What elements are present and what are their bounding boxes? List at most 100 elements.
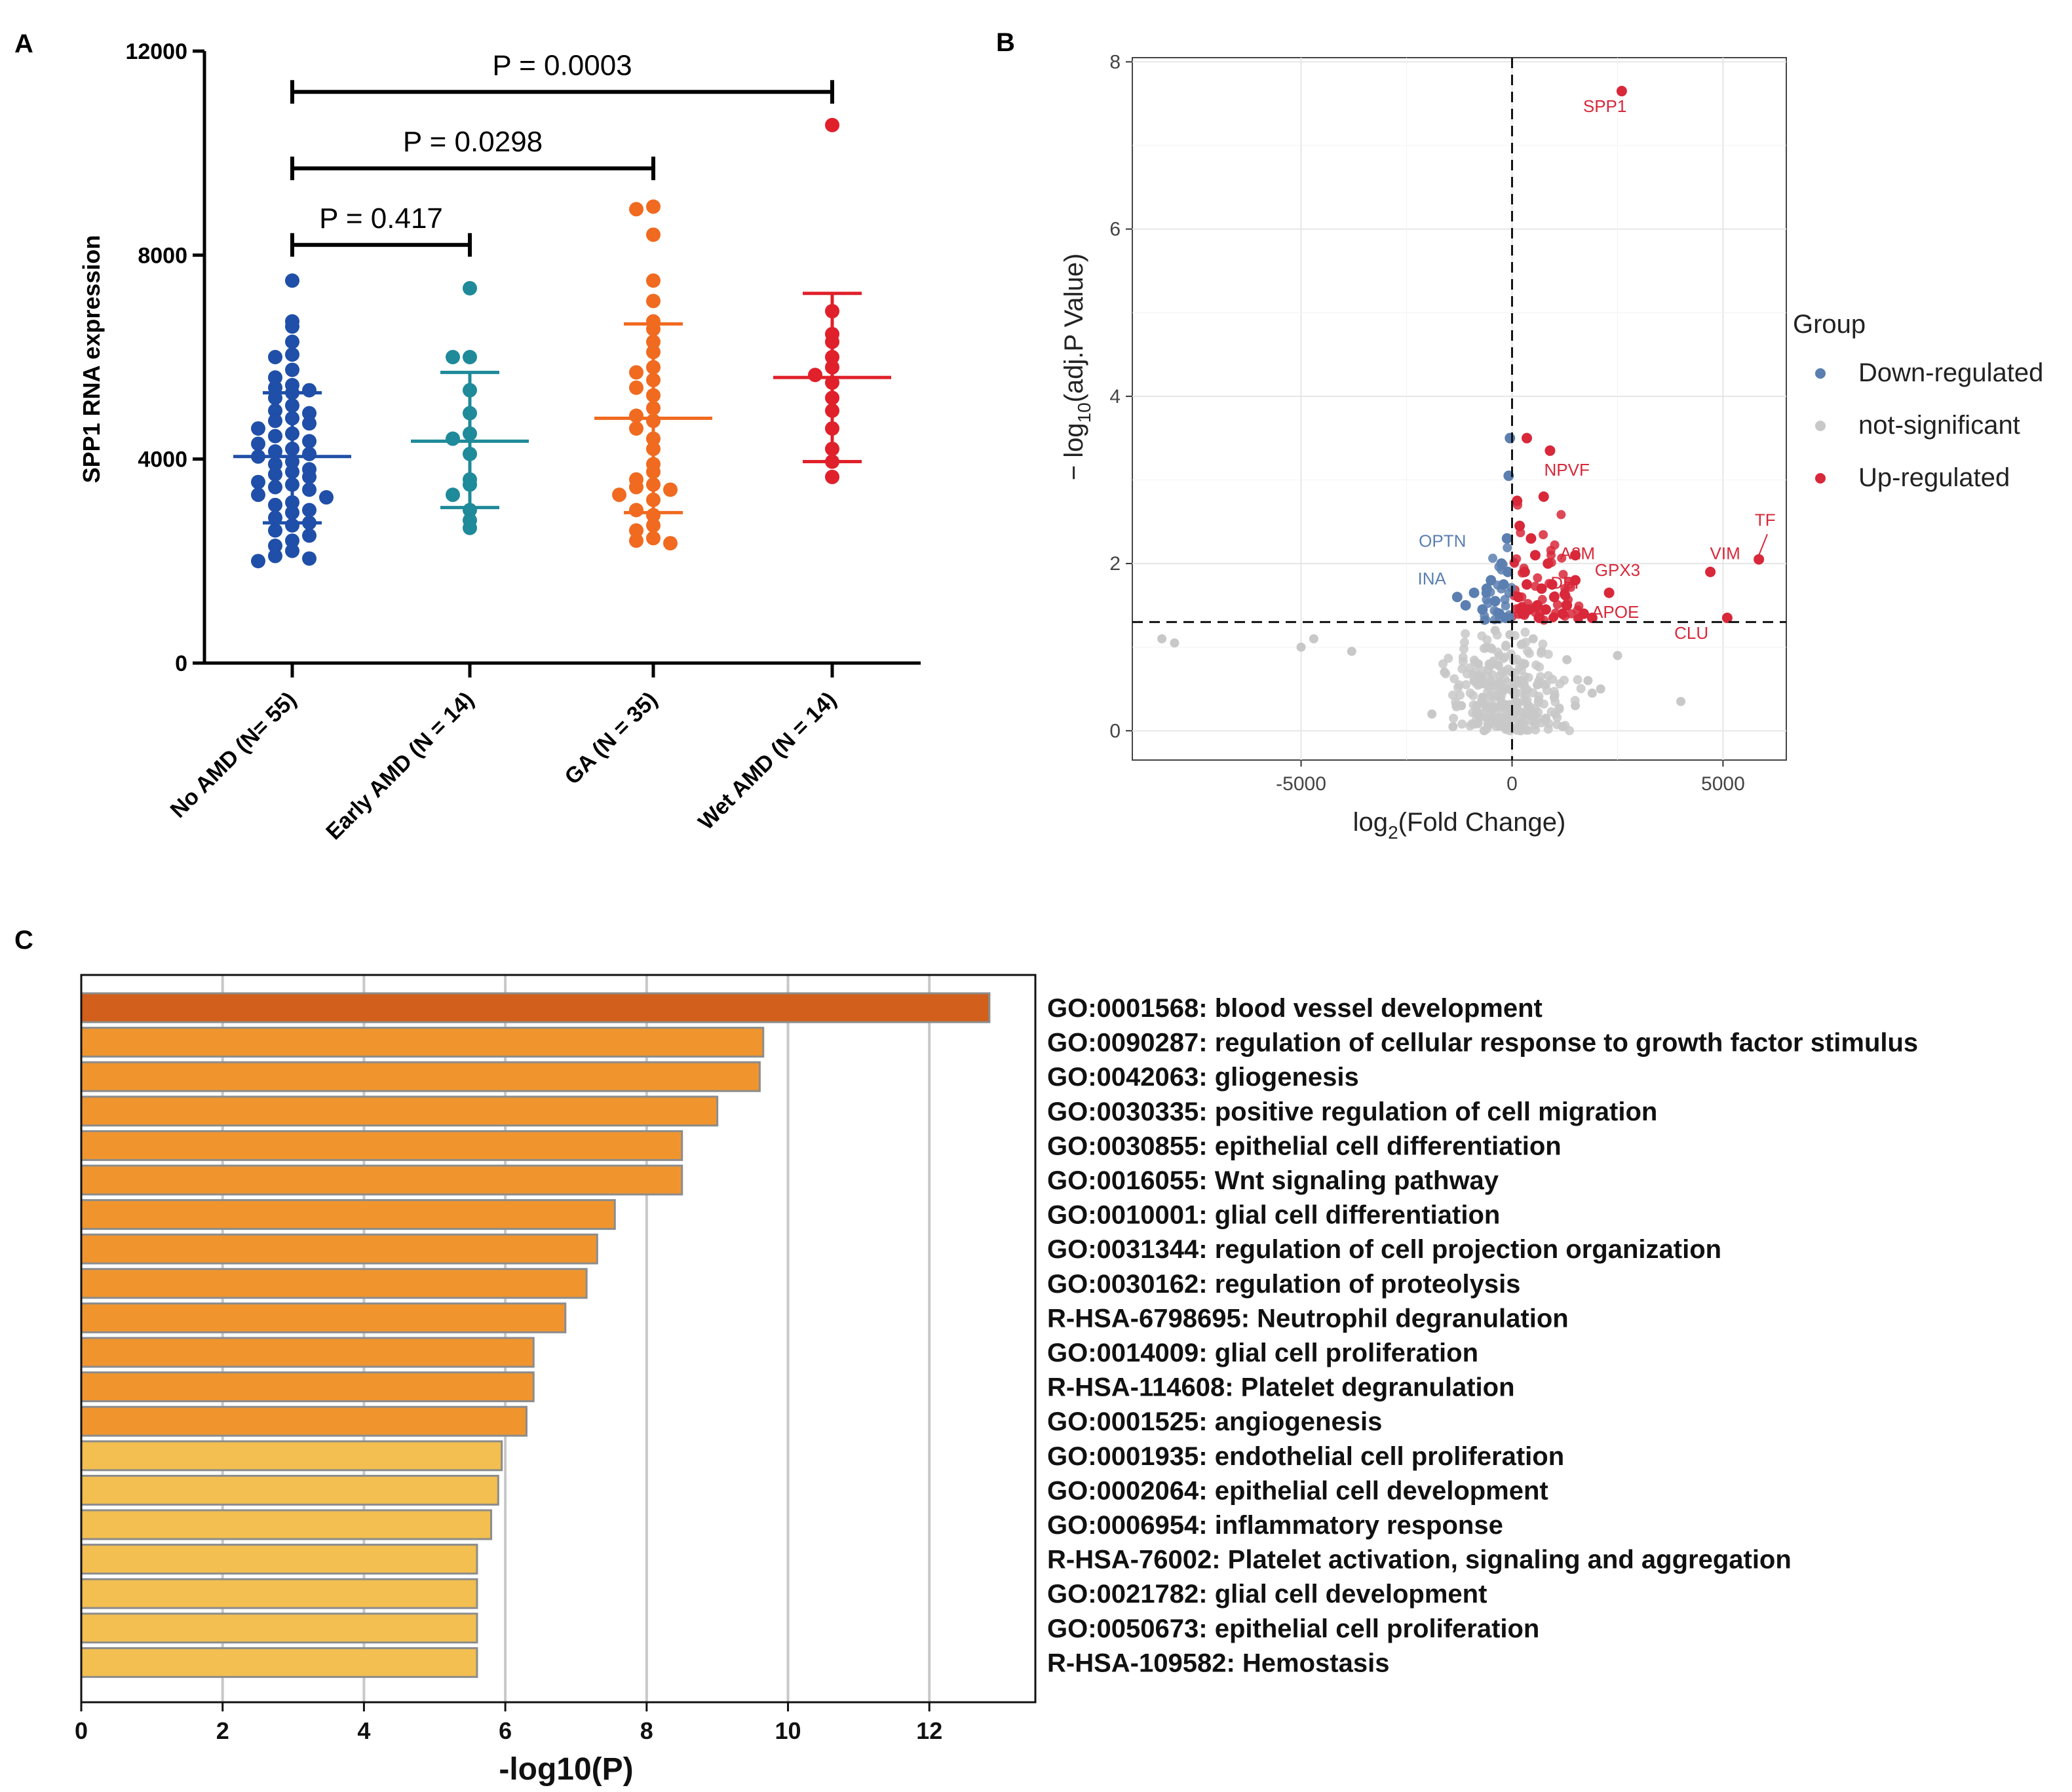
- legend-item-label: not-significant: [1858, 411, 2020, 440]
- point-not-significant: [1538, 639, 1548, 649]
- category-label: GO:0001568: blood vessel development: [1047, 994, 1543, 1023]
- point-up-regulated: [1560, 588, 1569, 598]
- point-not-significant: [1535, 672, 1545, 681]
- category-label: GO:0010001: glial cell differentiation: [1047, 1201, 1500, 1230]
- data-point: [251, 436, 265, 451]
- data-point: [285, 442, 299, 457]
- point-not-significant: [1157, 634, 1167, 643]
- data-point: [446, 431, 460, 446]
- data-point: [268, 523, 282, 538]
- bar: [80, 1268, 588, 1299]
- point-not-significant: [1459, 644, 1469, 654]
- category-label: GO:0006954: inflammatory response: [1047, 1511, 1503, 1540]
- panel-c-bars: [80, 992, 991, 1678]
- data-point: [629, 202, 643, 217]
- data-point: [646, 492, 661, 507]
- panel-b-ylabel-pre: − log: [1060, 423, 1088, 480]
- gene-label: DBI: [1550, 573, 1579, 592]
- panel-b-legend: Group Down-regulated not-significant Up-re…: [1793, 310, 2043, 492]
- category-label: R-HSA-109582: Hemostasis: [1047, 1649, 1389, 1677]
- point-not-significant: [1495, 713, 1505, 723]
- point-up-regulated: [1539, 530, 1548, 540]
- point-not-significant: [1347, 647, 1356, 657]
- data-point: [646, 508, 661, 523]
- point-not-significant: [1558, 721, 1567, 731]
- x-tick-label: Wet AMD (N = 14): [693, 687, 841, 835]
- data-point: [302, 551, 317, 566]
- data-point: [268, 380, 282, 395]
- point-up-regulated: [1536, 583, 1547, 594]
- point-not-significant: [1596, 684, 1605, 694]
- point-not-significant: [1457, 719, 1467, 729]
- point-not-significant: [1503, 717, 1513, 727]
- panel-b-xlabel-post: (Fold Change): [1398, 808, 1566, 837]
- point-not-significant: [1576, 684, 1586, 694]
- point-not-significant: [1170, 638, 1180, 648]
- bar: [80, 1302, 567, 1333]
- bar: [80, 1164, 683, 1196]
- category-label: GO:0090287: regulation of cellular respo…: [1047, 1029, 1918, 1058]
- data-point: [629, 365, 643, 380]
- data-point: [463, 350, 477, 364]
- data-point: [285, 385, 299, 400]
- category-label: R-HSA-6798695: Neutrophil degranulation: [1047, 1304, 1569, 1333]
- data-point: [285, 477, 299, 492]
- point-down-regulated: [1500, 613, 1511, 624]
- y-tick-label: 8: [1109, 51, 1121, 73]
- point-not-significant: [1462, 669, 1472, 679]
- point-not-significant: [1501, 640, 1511, 650]
- data-point: [825, 469, 839, 484]
- point-not-significant: [1499, 684, 1508, 694]
- data-point: [808, 368, 822, 383]
- data-point: [285, 334, 299, 349]
- data-point: [302, 515, 317, 530]
- data-point: [251, 421, 265, 436]
- point-up-regulated: [1544, 445, 1556, 456]
- panel-b-xlabel-pre: log: [1353, 808, 1388, 837]
- point-not-significant: [1505, 630, 1515, 639]
- data-point: [302, 528, 317, 543]
- data-point: [285, 543, 299, 558]
- point-up-regulated: [1570, 550, 1581, 561]
- data-point: [285, 465, 299, 480]
- panel-b-axes: -5000 0 5000 0 2 4 6 8: [1109, 51, 1744, 795]
- bar: [80, 1061, 761, 1092]
- panel-label-c: C: [14, 926, 33, 955]
- point-down-regulated: [1488, 554, 1498, 563]
- panel-c-xlabel: -log10(P): [499, 1752, 633, 1787]
- category-label: GO:0030335: positive regulation of cell …: [1047, 1097, 1657, 1126]
- point-not-significant: [1472, 700, 1482, 710]
- point-not-significant: [1541, 679, 1551, 689]
- point-up-regulated: [1557, 608, 1568, 619]
- x-tick-label: -5000: [1276, 773, 1326, 795]
- point-up-regulated: [1578, 608, 1589, 619]
- data-point: [825, 117, 839, 132]
- gene-label: INA: [1417, 569, 1446, 588]
- point-not-significant: [1523, 646, 1533, 656]
- bar: [80, 1578, 478, 1609]
- data-point: [285, 411, 299, 426]
- point-not-significant: [1522, 685, 1531, 695]
- data-point: [302, 482, 317, 497]
- y-tick-label: 2: [1109, 553, 1121, 575]
- bar: [80, 1474, 499, 1506]
- point-not-significant: [1461, 629, 1470, 639]
- data-point: [663, 482, 678, 497]
- data-point: [268, 457, 282, 472]
- category-label: GO:0014009: glial cell proliferation: [1047, 1339, 1478, 1367]
- bar: [80, 1199, 616, 1230]
- point-up-regulated: [1562, 600, 1573, 611]
- point-up-regulated: [1546, 579, 1558, 590]
- point-not-significant: [1448, 721, 1458, 731]
- p-value-label: P = 0.0003: [492, 49, 632, 81]
- gene-label: OPTN: [1419, 531, 1466, 551]
- legend-key: [1815, 368, 1826, 379]
- bar: [80, 1509, 493, 1540]
- point-up-regulated: [1548, 592, 1560, 603]
- bar: [80, 1647, 478, 1678]
- point-down-regulated: [1486, 575, 1497, 586]
- category-label: GO:0001525: angiogenesis: [1047, 1407, 1382, 1436]
- data-point: [285, 454, 299, 469]
